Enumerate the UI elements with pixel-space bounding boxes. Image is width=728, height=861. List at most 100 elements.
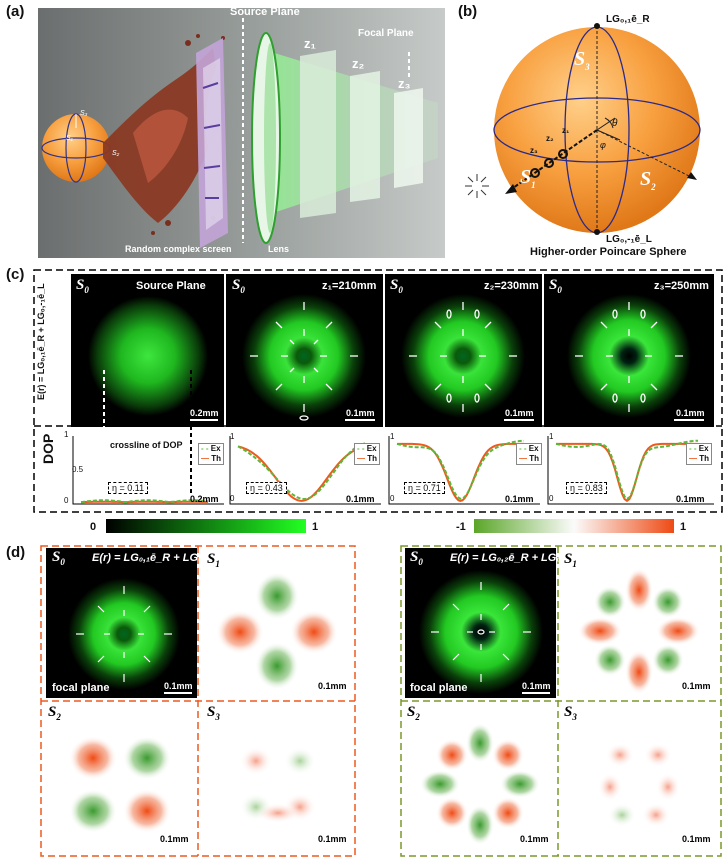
c1-tick-0: 0 bbox=[64, 496, 69, 505]
plane-z2 bbox=[350, 71, 380, 202]
d-right-s0-scale: 0.1mm bbox=[522, 681, 551, 691]
panel-c-label: (c) bbox=[6, 266, 25, 283]
c1-tick-1: 1 bbox=[64, 430, 69, 439]
d-left-focal: focal plane bbox=[52, 682, 110, 694]
lens bbox=[251, 32, 281, 244]
random-complex-screen bbox=[103, 34, 228, 248]
d-right-s0-image bbox=[405, 548, 556, 698]
theta-label: θ bbox=[612, 118, 618, 129]
d-right-s2: S2 bbox=[407, 704, 420, 722]
c3-scale: 0.1mm bbox=[505, 408, 534, 418]
frame-source-plane bbox=[71, 274, 224, 427]
d-left-s3-image bbox=[200, 703, 354, 853]
c4-scale: 0.1mm bbox=[676, 408, 705, 418]
crossline-guides bbox=[103, 370, 192, 495]
cbar-div-min: -1 bbox=[456, 521, 466, 533]
c1-eta: η = 0.11 bbox=[108, 482, 149, 494]
source-plane-label: Source Plane bbox=[230, 6, 300, 18]
dop-experiment-curve-3 bbox=[555, 439, 698, 500]
c3-legend: - - Ex — Th bbox=[516, 443, 543, 465]
d-right-s2-image bbox=[402, 703, 558, 853]
d-left-s3: S3 bbox=[207, 704, 220, 722]
c4-tick-1: 1 bbox=[549, 432, 554, 441]
c3-s0: S0 bbox=[390, 277, 403, 295]
c1-scalebar bbox=[190, 419, 218, 421]
poincare-sphere bbox=[455, 18, 728, 246]
c3-scalebar bbox=[504, 419, 534, 421]
lens-label: Lens bbox=[268, 244, 290, 254]
d-left-s1-scale: 0.1mm bbox=[318, 681, 347, 691]
d-right-s3-image bbox=[560, 703, 718, 853]
c2-tick-0: 0 bbox=[230, 494, 235, 503]
panel-a-illustration bbox=[38, 8, 445, 258]
small-poincare-sphere bbox=[41, 113, 111, 183]
c4-dop-scale: 0.1mm bbox=[676, 494, 705, 504]
d-left-s2-scale: 0.1mm bbox=[160, 834, 189, 844]
dop-experiment-curve-0 bbox=[80, 499, 209, 504]
c2-s0: S0 bbox=[232, 277, 245, 295]
phi-label: φ bbox=[600, 140, 606, 150]
d-left-s1-image bbox=[200, 548, 354, 698]
b-z1-label: z₁ bbox=[562, 126, 570, 135]
b-z2-label: z₂ bbox=[546, 134, 554, 143]
dop-experiment-curve-2 bbox=[396, 439, 524, 500]
b-s2-label: S2 bbox=[640, 168, 656, 192]
z3-label: z₃ bbox=[398, 76, 411, 91]
c4-tick-0: 0 bbox=[549, 494, 554, 503]
d-right-s3: S3 bbox=[564, 704, 577, 722]
c3-eta: η = 0.71 bbox=[404, 482, 445, 494]
d-right-s0: S0 bbox=[410, 549, 423, 567]
z2-label: z₂ bbox=[352, 56, 365, 71]
c4-title: z₃=250mm bbox=[654, 280, 709, 292]
c2-scale: 0.1mm bbox=[346, 408, 375, 418]
colorbar-diverging bbox=[474, 519, 674, 533]
random-screen-label: Random complex screen bbox=[125, 244, 232, 254]
d-right-s0-scalebar bbox=[522, 692, 550, 694]
d-left-s0-scalebar bbox=[164, 692, 192, 694]
cbar-div-max: 1 bbox=[680, 521, 687, 533]
b-s1-label: S1 bbox=[520, 166, 536, 190]
frame-z2 bbox=[385, 274, 542, 427]
c3-title: z₂=230mm bbox=[484, 280, 539, 292]
plane-z1 bbox=[300, 50, 336, 218]
c1-legend: - - Ex — Th bbox=[198, 443, 225, 465]
frame-z3 bbox=[544, 274, 714, 427]
dop-plots bbox=[72, 436, 714, 505]
cbar-green-min: 0 bbox=[90, 521, 97, 533]
c1-dop-scale: 0.2mm bbox=[190, 494, 219, 504]
c1-s0: S0 bbox=[76, 277, 89, 295]
c1-scale: 0.2mm bbox=[190, 408, 219, 418]
dop-axes-2 bbox=[388, 436, 540, 505]
north-pole-label: LG₀,₁ē_R bbox=[606, 14, 650, 25]
d-left-s2: S2 bbox=[48, 704, 61, 722]
panel-d-label: (d) bbox=[6, 544, 26, 561]
c2-eta: η = 0.43 bbox=[246, 482, 287, 494]
c2-title: z₁=210mm bbox=[322, 280, 377, 292]
d-right-s1: S1 bbox=[564, 551, 577, 569]
c1-title: Source Plane bbox=[136, 280, 206, 292]
d-right-focal: focal plane bbox=[410, 682, 468, 694]
dop-experiment-curve-1 bbox=[237, 442, 366, 501]
c3-tick-0: 0 bbox=[390, 494, 395, 503]
small-sphere-s3: S₃ bbox=[80, 110, 88, 117]
d-left-frame bbox=[40, 545, 356, 857]
d-left-s2-image bbox=[43, 703, 197, 853]
c4-s0: S0 bbox=[549, 277, 562, 295]
c2-tick-1: 1 bbox=[230, 432, 235, 441]
c2-dop-scale: 0.1mm bbox=[346, 494, 375, 504]
south-pole-label: LG₀,-₁ē_L bbox=[606, 234, 652, 245]
d-left-s0-image bbox=[46, 548, 197, 698]
panel-a-label: (a) bbox=[6, 3, 25, 20]
small-sphere-s1: S₁ bbox=[66, 135, 73, 142]
b-z3-label: z₃ bbox=[530, 146, 538, 155]
panel-b-label: (b) bbox=[458, 3, 478, 20]
d-left-formula: E(r) = LG₀,₁ē_R + LG₀,-₁ē_L bbox=[92, 552, 232, 564]
c3-tick-1: 1 bbox=[390, 432, 395, 441]
b-s3-label: S3 bbox=[574, 48, 590, 72]
d-right-s1-scale: 0.1mm bbox=[682, 681, 711, 691]
crossline-label: crossline of DOP bbox=[108, 440, 185, 450]
c2-scalebar bbox=[345, 419, 375, 421]
c1-tick-05: 0.5 bbox=[72, 465, 84, 474]
d-right-s3-scale: 0.1mm bbox=[682, 834, 711, 844]
d-right-s1-image bbox=[560, 548, 718, 698]
